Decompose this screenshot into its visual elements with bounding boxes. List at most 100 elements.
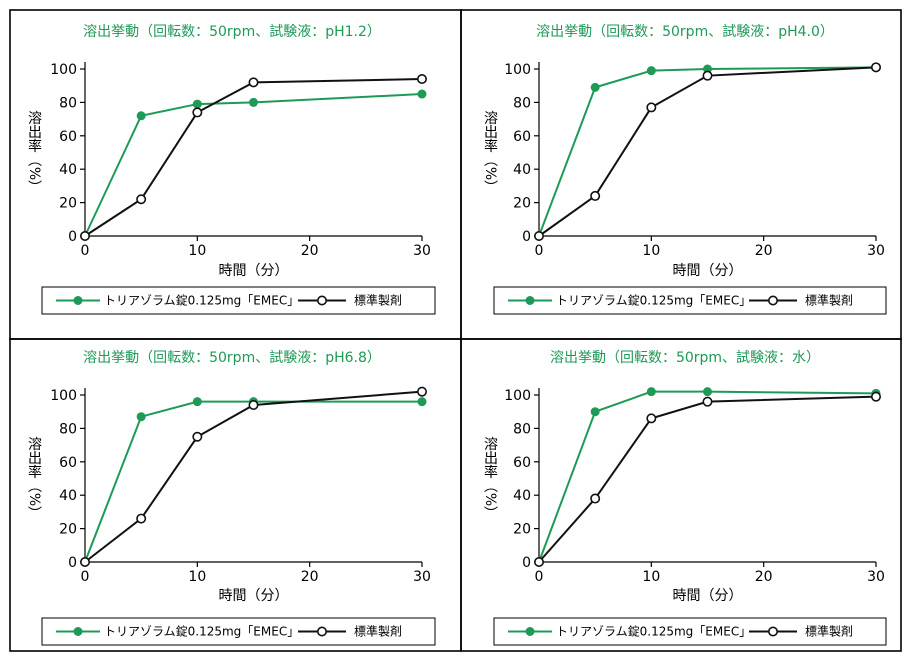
data-point-reference [416, 74, 427, 85]
legend-label-reference: 標準製剤 [354, 293, 402, 308]
x-axis-label: 時間（分） [673, 588, 743, 604]
y-tick-label: 80 [513, 421, 531, 437]
y-tick-label: 80 [59, 421, 77, 437]
legend-label-test: トリアゾラム錠0.125mg「EMEC」 [556, 293, 751, 308]
data-point-test [417, 397, 427, 407]
chart-title: 溶出挙動（回転数：50rpm、試験液：pH6.8） [83, 350, 381, 366]
y-tick-label: 40 [513, 162, 531, 178]
x-tick-label: 20 [301, 569, 319, 585]
legend-marker-test [73, 296, 83, 305]
y-tick-label: 80 [59, 95, 77, 111]
data-point-test [192, 397, 202, 407]
chart-panel-4: 溶出挙動（回転数：50rpm、試験液：水） 0 20 40 60 80 100 0 10 20 30… [482, 350, 887, 646]
legend: トリアゾラム錠0.125mg「EMEC」 標準製剤 [493, 617, 887, 646]
data-point-test [590, 407, 600, 417]
legend: トリアゾラム錠0.125mg「EMEC」 標準製剤 [493, 286, 887, 315]
series-line-test [84, 93, 423, 237]
x-tick-label: 30 [867, 569, 885, 585]
chart-title: 溶出挙動（回転数：50rpm、試験液：水） [550, 350, 820, 366]
y-tick-label: 40 [513, 488, 531, 504]
y-tick-label: 0 [522, 229, 531, 245]
y-tick-label: 20 [59, 522, 77, 538]
y-tick-label: 0 [68, 229, 77, 245]
chart-title: 溶出挙動（回転数：50rpm、試験液：pH4.0） [536, 24, 834, 40]
legend-box [493, 617, 887, 646]
data-point-test [192, 99, 202, 109]
y-axis-label: 溶出率（%） [26, 437, 42, 520]
x-tick-label: 10 [188, 243, 206, 259]
series-line-reference [538, 395, 877, 563]
legend-marker-test [73, 627, 83, 636]
data-point-test [136, 111, 146, 121]
data-point-reference [590, 493, 601, 504]
series-line-test [84, 400, 422, 563]
y-tick-label: 60 [59, 129, 77, 145]
legend-marker-test [525, 296, 535, 305]
y-axis-label: 溶出率（%） [26, 111, 42, 194]
legend-label-test: トリアゾラム錠0.125mg「EMEC」 [556, 624, 751, 639]
x-tick-label: 10 [188, 569, 206, 585]
legend: トリアゾラム錠0.125mg「EMEC」 標準製剤 [41, 617, 436, 646]
data-point-reference [870, 62, 881, 73]
y-tick-label: 20 [513, 196, 531, 212]
x-axis-label: 時間（分） [673, 263, 743, 279]
data-point-reference [416, 386, 427, 397]
x-axis-label: 時間（分） [219, 588, 289, 604]
y-axis-label: 溶出率（%） [482, 111, 498, 194]
x-axis-label: 時間（分） [219, 263, 289, 279]
data-point-reference [702, 70, 713, 81]
legend-marker-test [525, 627, 535, 636]
y-tick-label: 100 [50, 388, 77, 404]
data-point-reference [248, 77, 259, 88]
y-tick-label: 100 [504, 388, 531, 404]
data-point-reference [590, 190, 601, 201]
legend-marker-reference [767, 626, 778, 637]
legend-marker-reference [316, 295, 327, 306]
y-axis-label: 溶出率（%） [482, 437, 498, 520]
legend-label-reference: 標準製剤 [805, 293, 853, 308]
x-tick-label: 20 [301, 243, 319, 259]
x-tick-label: 10 [642, 243, 660, 259]
x-tick-label: 0 [535, 243, 544, 259]
panel-border-3 [9, 338, 462, 652]
legend-label-reference: 標準製剤 [805, 624, 853, 639]
x-tick-label: 0 [81, 569, 90, 585]
data-point-reference [646, 413, 657, 424]
data-point-test [136, 412, 146, 422]
x-tick-label: 20 [755, 243, 773, 259]
data-point-test [646, 66, 656, 76]
legend-label-reference: 標準製剤 [354, 624, 402, 639]
data-point-reference [192, 431, 203, 442]
x-tick-label: 10 [642, 569, 660, 585]
chart-panel-2: 溶出挙動（回転数：50rpm、試験液：pH4.0） 0 20 40 60 80 100 0 10… [482, 24, 887, 315]
chart-panel-3: 溶出挙動（回転数：50rpm、試験液：pH6.8） 0 20 40 60 80 100 0 10… [26, 350, 436, 646]
y-tick-label: 100 [50, 62, 77, 78]
x-tick-label: 0 [535, 569, 544, 585]
data-point-reference [136, 513, 147, 524]
legend-marker-reference [767, 295, 778, 306]
data-point-test [703, 387, 712, 397]
series-line-test [538, 390, 877, 563]
y-tick-label: 20 [513, 522, 531, 538]
chart-title: 溶出挙動（回転数：50rpm、試験液：pH1.2） [83, 24, 381, 40]
y-tick-label: 80 [513, 95, 531, 111]
x-tick-label: 0 [81, 243, 90, 259]
x-tick-label: 30 [413, 569, 431, 585]
y-tick-label: 40 [59, 488, 77, 504]
series-line-reference [538, 66, 877, 237]
data-point-reference [192, 107, 203, 118]
y-tick-label: 100 [504, 62, 531, 78]
x-tick-label: 30 [413, 243, 431, 259]
legend-box [41, 617, 436, 646]
series-line-reference [84, 390, 423, 563]
data-point-reference [248, 400, 259, 411]
legend-label-test: トリアゾラム錠0.125mg「EMEC」 [104, 293, 299, 308]
legend-marker-reference [316, 626, 327, 637]
y-tick-label: 40 [59, 162, 77, 178]
x-tick-label: 20 [755, 569, 773, 585]
data-point-reference [136, 194, 147, 205]
data-point-test [417, 89, 427, 99]
series-line-test [538, 66, 877, 237]
